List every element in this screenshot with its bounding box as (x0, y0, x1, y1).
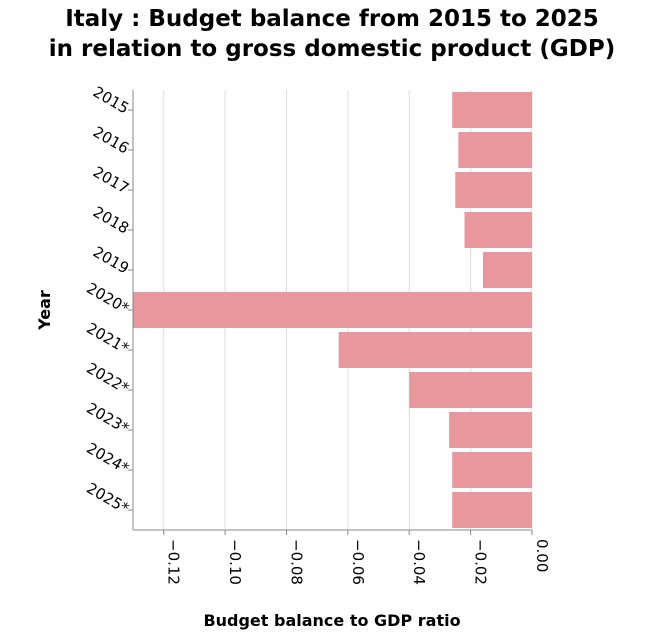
chart-title-line-1: Italy : Budget balance from 2015 to 2025 (65, 6, 599, 32)
y-tick-label: 2018 (90, 203, 132, 238)
y-tick-label: 2021* (83, 319, 132, 358)
y-tick-label: 2019 (90, 243, 132, 278)
bar-2018 (464, 212, 532, 248)
bar-2020 (133, 292, 532, 328)
bar-2019 (482, 252, 532, 288)
y-tick-label: 2024* (83, 439, 132, 478)
x-tick-label: −0.06 (349, 539, 367, 585)
y-tick-label: 2017 (90, 163, 132, 198)
x-axis-ticks: −0.12 −0.10 −0.08 −0.06 −0.04 −0.02 0.00 (163, 530, 551, 585)
bar-2023 (449, 412, 532, 448)
x-tick-label: −0.10 (226, 539, 244, 585)
y-axis-title: Year (35, 290, 54, 331)
bar-2025 (452, 492, 532, 528)
bars (133, 92, 532, 528)
y-tick-label: 2020* (83, 279, 132, 318)
chart-title-line-2: in relation to gross domestic product (G… (48, 36, 616, 62)
bar-2017 (455, 172, 532, 208)
y-tick-label: 2025* (83, 479, 132, 518)
bar-2016 (458, 132, 532, 168)
x-axis-title: Budget balance to GDP ratio (203, 611, 460, 630)
x-tick-label: −0.02 (472, 539, 490, 585)
y-tick-label: 2023* (83, 399, 132, 438)
x-tick-label: −0.12 (165, 539, 183, 585)
bar-2021 (338, 332, 532, 368)
y-tick-label: 2022* (83, 359, 132, 398)
bar-2024 (452, 452, 532, 488)
bar-2015 (452, 92, 532, 128)
bar-2022 (409, 372, 532, 408)
y-tick-label: 2015 (90, 83, 132, 118)
x-tick-label: 0.00 (533, 539, 551, 572)
y-tick-label: 2016 (90, 123, 132, 158)
y-axis-ticks: 2015 2016 2017 2018 20192020*2021*2022*2023*… (83, 83, 133, 518)
x-tick-label: −0.04 (410, 539, 428, 585)
chart-title: Italy : Budget balance from 2015 to 2025… (0, 4, 664, 64)
x-tick-label: −0.08 (287, 539, 305, 585)
